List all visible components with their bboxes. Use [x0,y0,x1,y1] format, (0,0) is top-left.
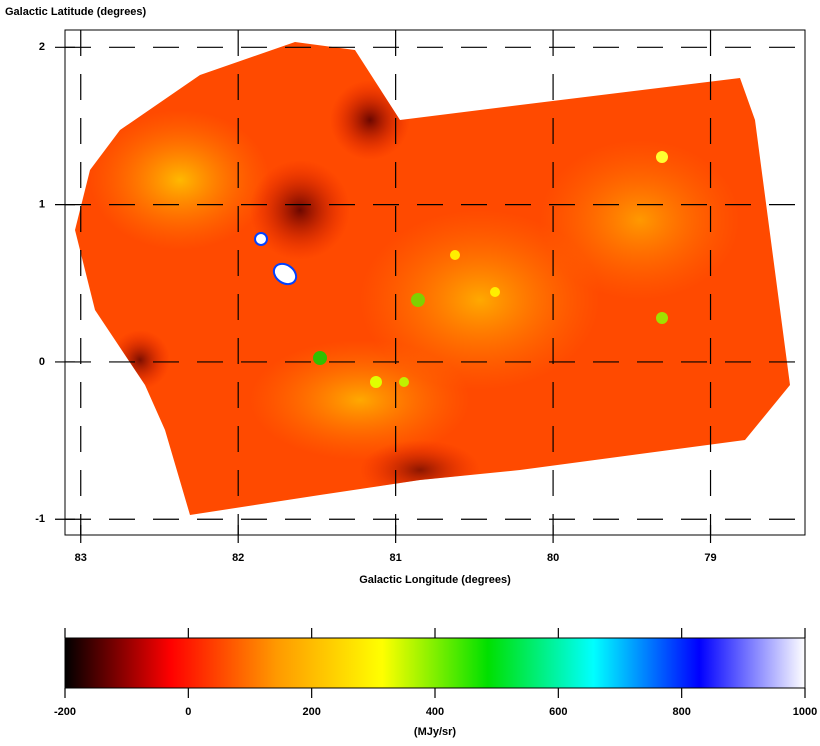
y-tick-label: -1 [35,513,45,525]
x-tick-label: 79 [704,552,716,564]
colorbar [64,637,806,689]
y-axis-title: Galactic Latitude (degrees) [5,6,147,18]
y-tick-label: 2 [39,41,45,53]
y-tick-label: 0 [39,356,45,368]
colorbar-tick-label: 0 [185,706,191,718]
x-tick-label: 81 [390,552,402,564]
colorbar-tick-label: 200 [302,706,320,718]
colorbar-tick-label: 1000 [793,706,817,718]
plot-frame [64,29,806,536]
sky-map [75,42,790,515]
colorbar-tick-label: 600 [549,706,567,718]
x-tick-label: 82 [232,552,244,564]
x-axis-title: Galactic Longitude (degrees) [359,574,511,586]
x-tick-label: 80 [547,552,559,564]
x-tick-label: 83 [75,552,87,564]
colorbar-tick-label: 400 [426,706,444,718]
colorbar-tick-label: 800 [672,706,690,718]
colorbar-label: (MJy/sr) [414,726,457,738]
y-tick-label: 1 [39,199,45,211]
colorbar-tick-label: -200 [54,706,76,718]
